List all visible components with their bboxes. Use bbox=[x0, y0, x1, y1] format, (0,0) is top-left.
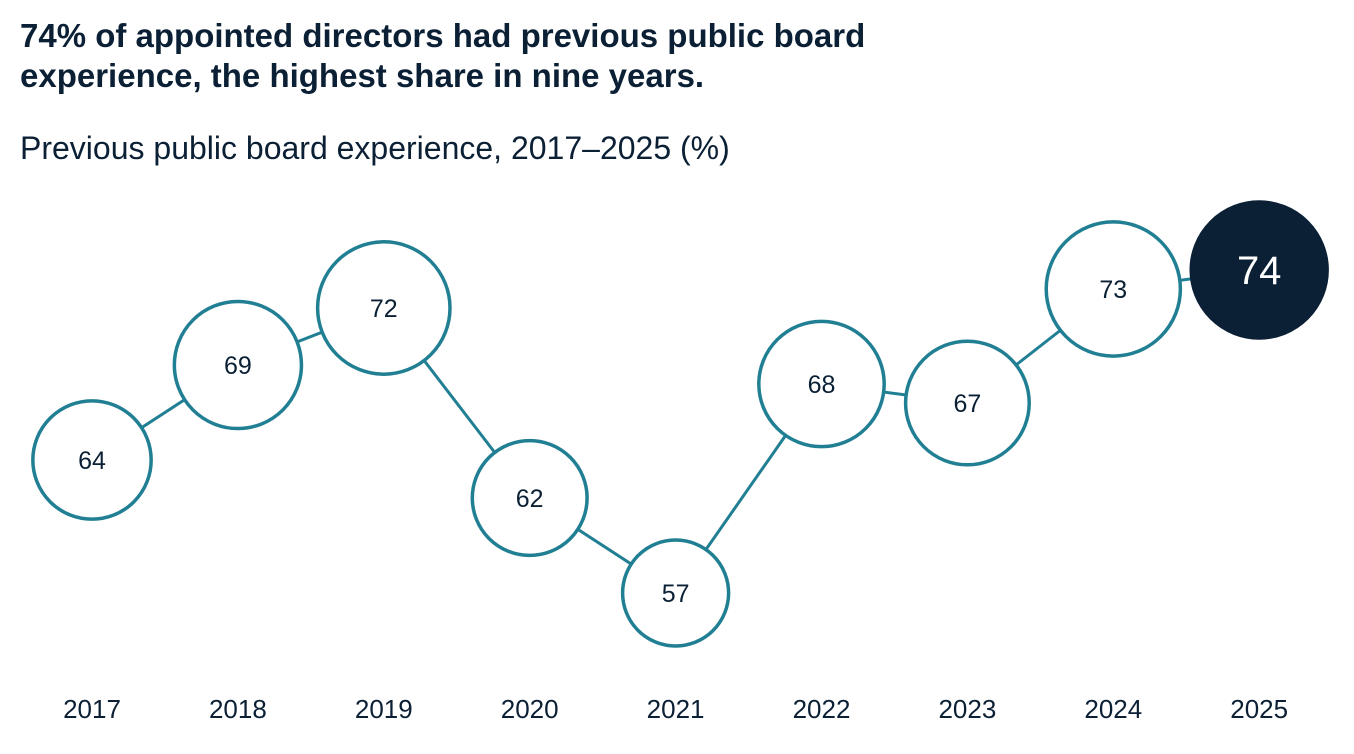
data-point-2024 bbox=[1044, 220, 1183, 358]
data-label: 69 bbox=[224, 352, 252, 380]
chart-subtitle: Previous public board experience, 2017–2… bbox=[20, 130, 730, 166]
x-tick-label: 2022 bbox=[793, 694, 851, 724]
data-label: 57 bbox=[662, 580, 690, 608]
data-label: 67 bbox=[953, 390, 981, 418]
data-point-2022 bbox=[757, 319, 886, 449]
x-tick-label: 2019 bbox=[355, 694, 413, 724]
x-tick-label: 2025 bbox=[1230, 694, 1288, 724]
data-point-2020 bbox=[470, 438, 589, 558]
data-point-2019 bbox=[315, 240, 452, 376]
data-label: 68 bbox=[808, 371, 836, 399]
data-label: 64 bbox=[78, 447, 106, 475]
x-tick-label: 2024 bbox=[1084, 694, 1142, 724]
data-point-2021 bbox=[620, 538, 731, 648]
x-tick-label: 2023 bbox=[938, 694, 996, 724]
x-tick-label: 2021 bbox=[647, 694, 705, 724]
data-label: 74 bbox=[1237, 249, 1282, 293]
data-label: 72 bbox=[370, 295, 398, 323]
data-point-2017 bbox=[31, 399, 153, 521]
x-tick-label: 2017 bbox=[63, 694, 121, 724]
x-tick-label: 2020 bbox=[501, 694, 559, 724]
data-point-2023 bbox=[903, 339, 1031, 467]
x-tick-label: 2018 bbox=[209, 694, 267, 724]
data-point-2025 bbox=[1189, 200, 1329, 340]
data-point-2018 bbox=[172, 299, 304, 431]
data-label: 73 bbox=[1099, 276, 1127, 304]
data-label: 62 bbox=[516, 485, 544, 513]
chart-title: 74% of appointed directors had previous … bbox=[20, 17, 866, 94]
